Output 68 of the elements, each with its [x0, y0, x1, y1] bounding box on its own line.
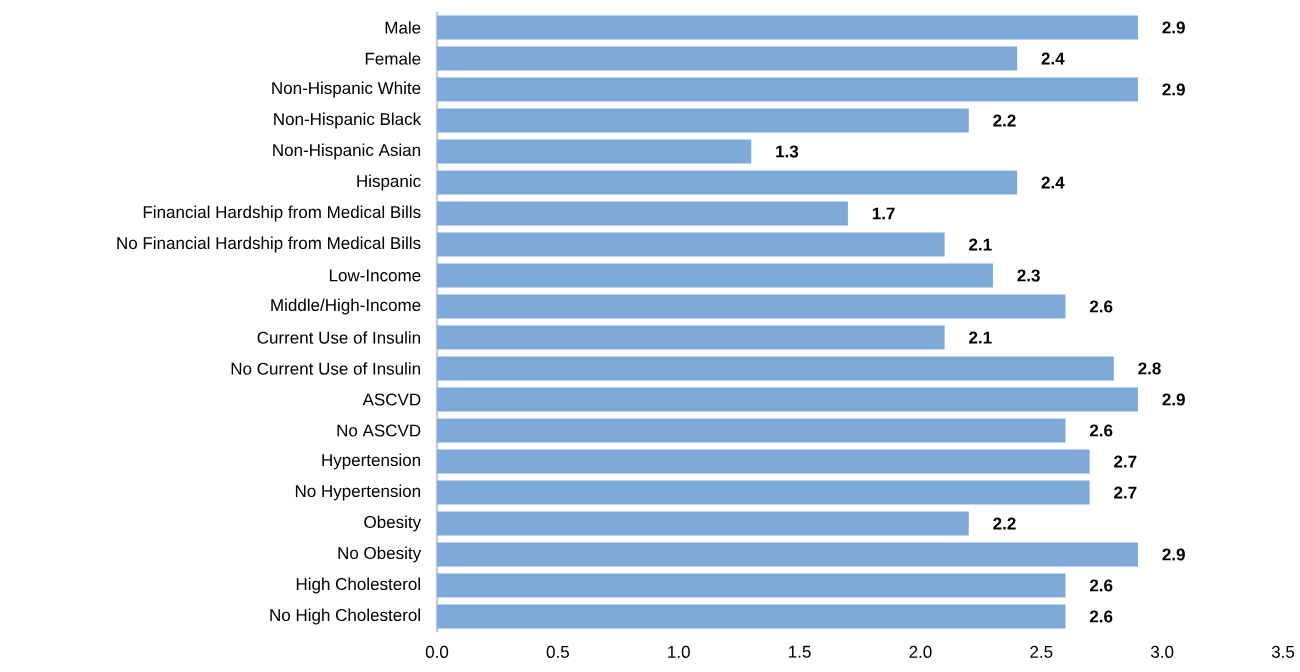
- bar: [437, 542, 1138, 567]
- y-tick-label: Middle/High-Income: [271, 298, 421, 315]
- data-label: 2.1: [969, 238, 992, 251]
- data-label: 2.6: [1089, 610, 1113, 623]
- bar: [437, 46, 1018, 71]
- data-label: 2.6: [1089, 579, 1113, 592]
- x-tick-label: 3.5: [1271, 645, 1295, 658]
- data-label: 2.4: [1041, 52, 1065, 65]
- bar: [437, 232, 945, 257]
- y-tick-label: High Cholesterol: [296, 577, 420, 594]
- data-label: 2.6: [1089, 424, 1113, 437]
- x-tick-label: 2.0: [909, 645, 932, 658]
- y-tick-label: Obesity: [364, 515, 422, 532]
- y-tick-label: Non-Hispanic Black: [274, 112, 422, 129]
- bar: [437, 356, 1114, 381]
- y-tick-label: Non-Hispanic White: [272, 81, 421, 98]
- data-label: 2.2: [993, 517, 1016, 530]
- y-tick-label: Hispanic: [357, 174, 421, 191]
- data-label: 1.7: [872, 207, 895, 220]
- data-label: 2.6: [1089, 300, 1113, 313]
- y-tick-label: No Obesity: [338, 546, 422, 563]
- y-tick-label: Low-Income: [329, 269, 421, 282]
- bar: [437, 294, 1066, 319]
- y-tick-label: No Hypertension: [295, 484, 420, 501]
- x-tick-label: 1.0: [668, 645, 690, 658]
- bar: [437, 170, 1018, 195]
- y-tick-label: ASCVD: [362, 393, 421, 406]
- data-label: 2.3: [1017, 269, 1040, 282]
- x-tick-label: 2.5: [1030, 645, 1053, 658]
- data-label: 2.7: [1114, 486, 1137, 499]
- bar: [437, 480, 1090, 505]
- data-label: 1.3: [776, 145, 799, 158]
- bar: [437, 15, 1138, 40]
- y-tick-label: Financial Hardship from Medical Bills: [143, 205, 421, 222]
- x-tick-label: 1.5: [789, 645, 811, 658]
- data-label: 2.9: [1162, 83, 1185, 96]
- data-label: 2.9: [1162, 548, 1185, 561]
- data-label: 2.2: [993, 114, 1016, 127]
- y-tick-label: Hypertension: [322, 453, 421, 470]
- x-tick-label: 0.5: [546, 645, 569, 658]
- bar: [437, 108, 969, 133]
- bar: [437, 418, 1066, 443]
- y-tick-label: Female: [365, 52, 421, 65]
- y-tick-label: No ASCVD: [337, 424, 421, 437]
- bar: [437, 201, 848, 226]
- x-tick-label: 3.0: [1150, 645, 1174, 658]
- y-tick-label: No High Cholesterol: [270, 608, 420, 625]
- data-label: 2.4: [1041, 176, 1065, 189]
- bar: [437, 77, 1138, 102]
- y-tick-label: Current Use of Insulin: [257, 331, 420, 344]
- y-tick-label: No Current Use of Insulin: [231, 362, 420, 375]
- bar: [437, 604, 1066, 629]
- data-label: 2.8: [1138, 362, 1161, 375]
- y-tick-label: No Financial Hardship from Medical Bills: [117, 236, 421, 253]
- bar: [437, 511, 969, 536]
- x-tick-label: 0.0: [425, 645, 449, 658]
- data-label: 2.9: [1162, 393, 1185, 406]
- data-label: 2.7: [1114, 455, 1137, 468]
- bar: [437, 387, 1138, 412]
- bar: [437, 573, 1066, 598]
- bar: [437, 139, 752, 164]
- y-tick-label: Non-Hispanic Asian: [273, 143, 420, 160]
- data-label: 2.9: [1162, 21, 1185, 34]
- bar: [437, 263, 993, 288]
- bar: [437, 449, 1090, 474]
- data-label: 2.1: [969, 331, 992, 344]
- y-tick-label: Male: [385, 21, 421, 34]
- bar: [437, 325, 945, 350]
